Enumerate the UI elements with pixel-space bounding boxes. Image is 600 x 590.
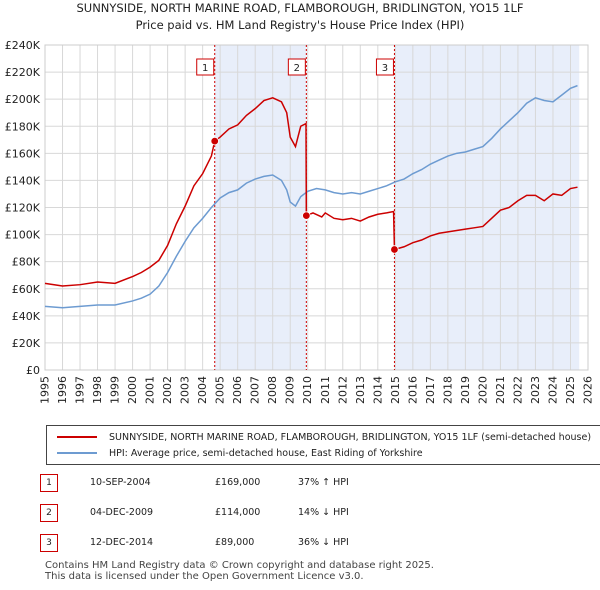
x-tick-label: 2023 xyxy=(529,376,542,404)
x-tick-label: 2004 xyxy=(196,376,209,404)
x-tick-label: 2013 xyxy=(354,376,367,404)
table-row: 3 12-DEC-2014 £89,000 36% ↓ HPI xyxy=(40,534,400,552)
sale-price: £114,000 xyxy=(215,507,261,518)
x-tick-label: 2000 xyxy=(126,376,139,404)
y-tick-label: £140K xyxy=(5,174,41,187)
y-tick-label: £180K xyxy=(5,120,41,133)
y-tick-label: £160K xyxy=(5,147,41,160)
sale-date: 10-SEP-2004 xyxy=(90,477,151,488)
footer-attribution: Contains HM Land Registry data © Crown c… xyxy=(45,560,434,582)
sale-hpi-change: 14% ↓ HPI xyxy=(298,507,349,518)
x-tick-label: 2015 xyxy=(389,376,402,404)
sale-label-box-1 xyxy=(196,58,215,76)
hpi-series-line xyxy=(44,84,578,309)
sale-date: 04-DEC-2009 xyxy=(90,507,154,518)
sale-label-1: 1 xyxy=(202,63,208,74)
y-tick-label: £220K xyxy=(5,66,41,79)
sale-hpi-change: 36% ↓ HPI xyxy=(298,537,349,548)
x-tick-label: 2005 xyxy=(214,376,227,404)
footer-line-1: Contains HM Land Registry data © Crown c… xyxy=(45,560,434,571)
x-tick-label: 2019 xyxy=(459,376,472,404)
x-tick-label: 2021 xyxy=(494,376,507,404)
x-tick-label: 1999 xyxy=(109,376,122,404)
sale-hpi-change: 37% ↑ HPI xyxy=(298,477,349,488)
y-tick-label: £240K xyxy=(5,39,41,52)
sale-label-2: 2 xyxy=(294,63,300,74)
x-tick-label: 2025 xyxy=(564,376,577,404)
sale-price: £89,000 xyxy=(215,537,255,548)
table-row: 2 04-DEC-2009 £114,000 14% ↓ HPI xyxy=(40,504,400,522)
x-tick-label: 2020 xyxy=(476,376,489,404)
sale-point-1 xyxy=(210,136,219,146)
plot-border xyxy=(44,44,589,371)
legend-label-property: SUNNYSIDE, NORTH MARINE ROAD, FLAMBOROUG… xyxy=(109,431,592,443)
x-tick-label: 1998 xyxy=(91,376,104,404)
y-tick-label: £100K xyxy=(5,229,41,242)
y-tick-label: £80K xyxy=(12,256,41,269)
legend-item-hpi: HPI: Average price, semi-detached house,… xyxy=(57,445,423,461)
x-tick-label: 2011 xyxy=(319,376,332,404)
chart-legend: SUNNYSIDE, NORTH MARINE ROAD, FLAMBOROUG… xyxy=(46,425,600,465)
legend-swatch-hpi xyxy=(57,452,97,454)
y-tick-label: £60K xyxy=(12,283,41,296)
y-tick-label: £40K xyxy=(12,310,41,323)
sale-point-2 xyxy=(302,211,311,220)
y-tick-label: £200K xyxy=(5,93,41,106)
x-tick-label: 2009 xyxy=(284,376,297,404)
sale-label-box-2 xyxy=(287,58,306,76)
sale-label-3: 3 xyxy=(382,63,388,74)
sale-point-3 xyxy=(390,245,399,254)
x-tick-label: 2024 xyxy=(546,376,559,404)
y-tick-label: £120K xyxy=(5,202,41,215)
legend-swatch-property xyxy=(57,436,97,438)
property-series-line xyxy=(44,97,578,287)
sale-label-box-3 xyxy=(375,58,394,76)
price-chart: £0 £20K £40K £60K £80K £100K £120K £140K £160K £1… xyxy=(5,39,595,404)
x-tick-label: 2012 xyxy=(336,376,349,404)
sale-date: 12-DEC-2014 xyxy=(90,537,154,548)
x-tick-label: 2018 xyxy=(441,376,454,404)
x-tick-label: 2008 xyxy=(266,376,279,404)
x-tick-label: 1997 xyxy=(74,376,87,404)
y-tick-label: £0 xyxy=(26,364,40,377)
sale-price: £169,000 xyxy=(215,477,261,488)
sale-marker-badge: 1 xyxy=(40,474,58,492)
x-tick-label: 2002 xyxy=(161,376,174,404)
x-tick-label: 2017 xyxy=(424,376,437,404)
table-row: 1 10-SEP-2004 £169,000 37% ↑ HPI xyxy=(40,474,400,492)
chart-title: SUNNYSIDE, NORTH MARINE ROAD, FLAMBOROUG… xyxy=(76,1,524,15)
x-tick-label: 1995 xyxy=(39,376,52,404)
legend-label-hpi: HPI: Average price, semi-detached house,… xyxy=(109,447,423,459)
x-tick-label: 2026 xyxy=(582,376,595,404)
x-tick-label: 2006 xyxy=(231,376,244,404)
y-tick-label: £20K xyxy=(12,337,41,350)
sale-marker-badge: 3 xyxy=(40,534,58,552)
x-tick-label: 2010 xyxy=(301,376,314,404)
footer-line-2: This data is licensed under the Open Gov… xyxy=(45,571,364,582)
chart-subtitle: Price paid vs. HM Land Registry's House … xyxy=(135,18,465,32)
x-tick-label: 2014 xyxy=(371,376,384,404)
x-tick-label: 2003 xyxy=(179,376,192,404)
sale-marker-badge: 2 xyxy=(40,504,58,522)
x-tick-label: 2001 xyxy=(144,376,157,404)
x-tick-label: 2022 xyxy=(511,376,524,404)
x-tick-label: 2007 xyxy=(249,376,262,404)
x-tick-label: 1996 xyxy=(56,376,69,404)
x-tick-label: 2016 xyxy=(406,376,419,404)
legend-item-property: SUNNYSIDE, NORTH MARINE ROAD, FLAMBOROUG… xyxy=(57,429,591,445)
